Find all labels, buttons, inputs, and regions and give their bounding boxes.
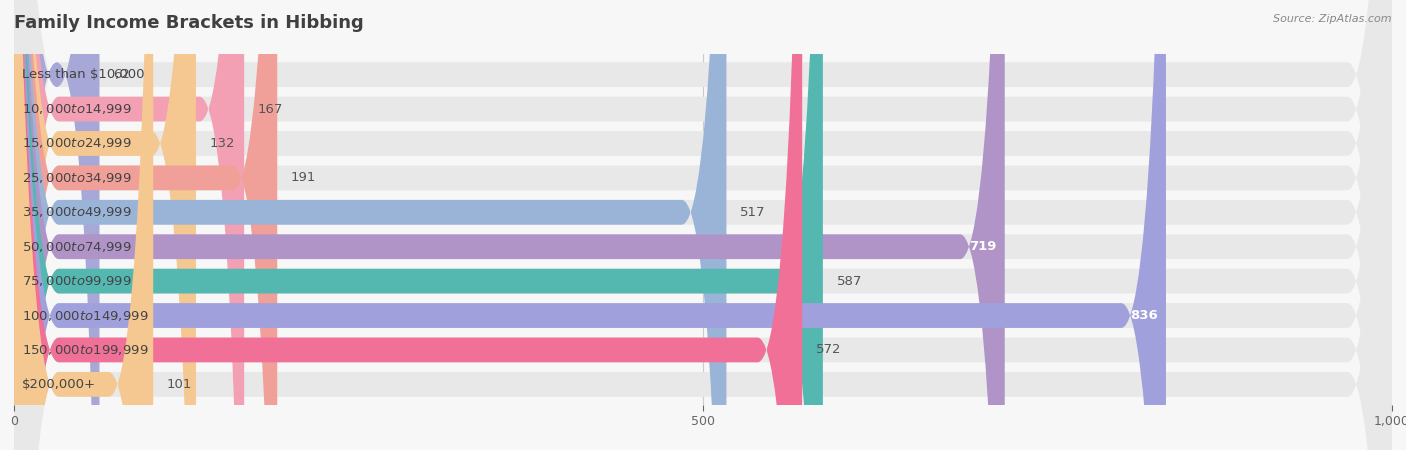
FancyBboxPatch shape: [14, 0, 100, 450]
FancyBboxPatch shape: [14, 0, 1392, 450]
Text: $75,000 to $99,999: $75,000 to $99,999: [22, 274, 132, 288]
FancyBboxPatch shape: [14, 0, 1392, 450]
Text: 719: 719: [969, 240, 997, 253]
FancyBboxPatch shape: [14, 0, 1392, 450]
Text: 572: 572: [815, 343, 841, 356]
Text: 62: 62: [114, 68, 131, 81]
Text: Less than $10,000: Less than $10,000: [22, 68, 145, 81]
Text: 836: 836: [1130, 309, 1157, 322]
Text: $35,000 to $49,999: $35,000 to $49,999: [22, 205, 132, 219]
FancyBboxPatch shape: [14, 0, 1392, 450]
Text: 101: 101: [167, 378, 193, 391]
Text: $150,000 to $199,999: $150,000 to $199,999: [22, 343, 149, 357]
Text: $15,000 to $24,999: $15,000 to $24,999: [22, 136, 132, 150]
Text: $25,000 to $34,999: $25,000 to $34,999: [22, 171, 132, 185]
Text: 517: 517: [740, 206, 766, 219]
FancyBboxPatch shape: [14, 0, 1392, 450]
FancyBboxPatch shape: [14, 0, 1392, 450]
FancyBboxPatch shape: [14, 0, 1392, 450]
FancyBboxPatch shape: [14, 0, 1392, 450]
Text: 167: 167: [257, 103, 284, 116]
Text: $100,000 to $149,999: $100,000 to $149,999: [22, 309, 149, 323]
FancyBboxPatch shape: [14, 0, 1005, 450]
FancyBboxPatch shape: [14, 0, 153, 450]
FancyBboxPatch shape: [14, 0, 1392, 450]
FancyBboxPatch shape: [14, 0, 195, 450]
FancyBboxPatch shape: [14, 0, 727, 450]
Text: 132: 132: [209, 137, 235, 150]
FancyBboxPatch shape: [14, 0, 1166, 450]
FancyBboxPatch shape: [14, 0, 1392, 450]
Text: Source: ZipAtlas.com: Source: ZipAtlas.com: [1274, 14, 1392, 23]
Text: 587: 587: [837, 274, 862, 288]
Text: Family Income Brackets in Hibbing: Family Income Brackets in Hibbing: [14, 14, 364, 32]
FancyBboxPatch shape: [14, 0, 803, 450]
Text: $10,000 to $14,999: $10,000 to $14,999: [22, 102, 132, 116]
FancyBboxPatch shape: [14, 0, 277, 450]
Text: $200,000+: $200,000+: [22, 378, 97, 391]
Text: 191: 191: [291, 171, 316, 184]
FancyBboxPatch shape: [14, 0, 823, 450]
Text: $50,000 to $74,999: $50,000 to $74,999: [22, 240, 132, 254]
FancyBboxPatch shape: [14, 0, 245, 450]
